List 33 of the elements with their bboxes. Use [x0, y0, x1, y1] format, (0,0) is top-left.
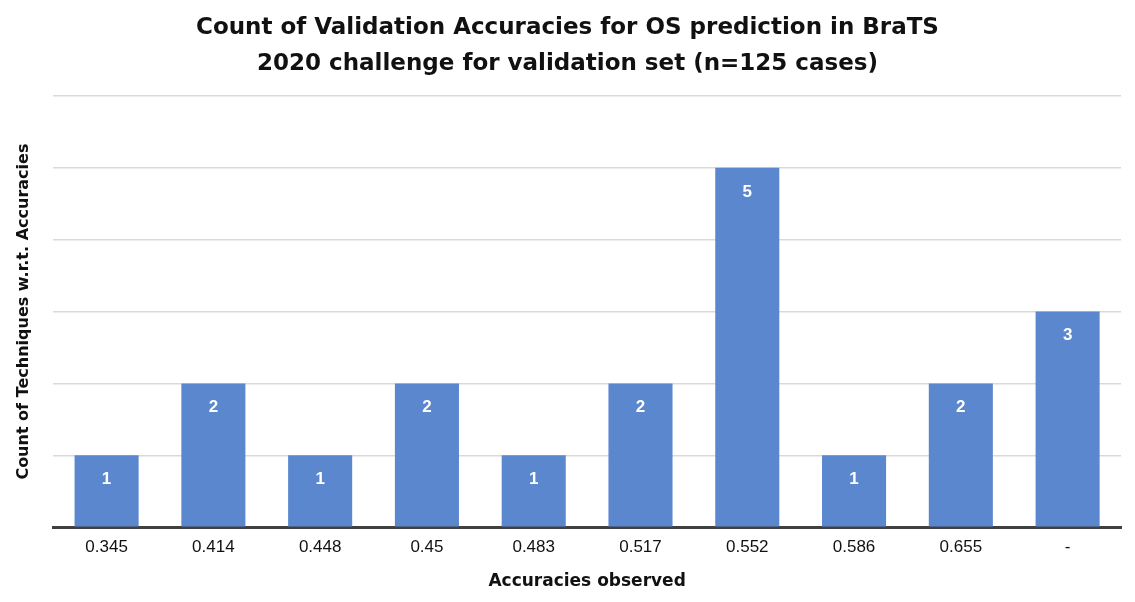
data-label: 2 — [956, 397, 966, 417]
bar — [822, 455, 887, 527]
x-tick-label: 0.517 — [619, 537, 662, 557]
x-tick-label: 0.345 — [85, 537, 128, 557]
data-label: 1 — [101, 469, 112, 489]
data-label: 2 — [635, 397, 646, 417]
bar — [288, 455, 353, 527]
bar — [181, 383, 246, 527]
y-axis-title: Count of Techniques w.r.t. Accuracies — [12, 143, 32, 480]
x-tick-label: 0.45 — [410, 537, 444, 557]
data-label: 1 — [528, 469, 539, 489]
bar — [928, 383, 993, 527]
x-tick-label: 0.586 — [832, 537, 876, 557]
x-tick-label: 0.448 — [298, 537, 342, 557]
data-label: 2 — [208, 397, 219, 417]
data-label: 5 — [742, 181, 752, 201]
bar — [608, 383, 673, 527]
data-label: 2 — [422, 397, 432, 417]
x-tick-label: - — [1064, 537, 1071, 557]
data-label: 1 — [315, 469, 325, 489]
chart-title: Count of Validation Accuracies for OS prediction in BraTS 2020 challenge for validation set (n=125 cases) — [195, 12, 940, 77]
bar — [1035, 311, 1100, 527]
x-tick-label: 0.483 — [512, 537, 555, 557]
x-tick-label: 0.655 — [939, 537, 983, 557]
data-label: 3 — [1062, 325, 1073, 345]
bar — [74, 455, 139, 527]
data-label: 1 — [849, 469, 859, 489]
bar — [501, 455, 566, 527]
x-tick-label: 0.552 — [726, 537, 769, 557]
x-tick-label: 0.414 — [192, 537, 235, 557]
bar — [715, 167, 780, 527]
x-axis-title: Accuracies observed — [488, 570, 686, 591]
bar — [394, 383, 459, 527]
